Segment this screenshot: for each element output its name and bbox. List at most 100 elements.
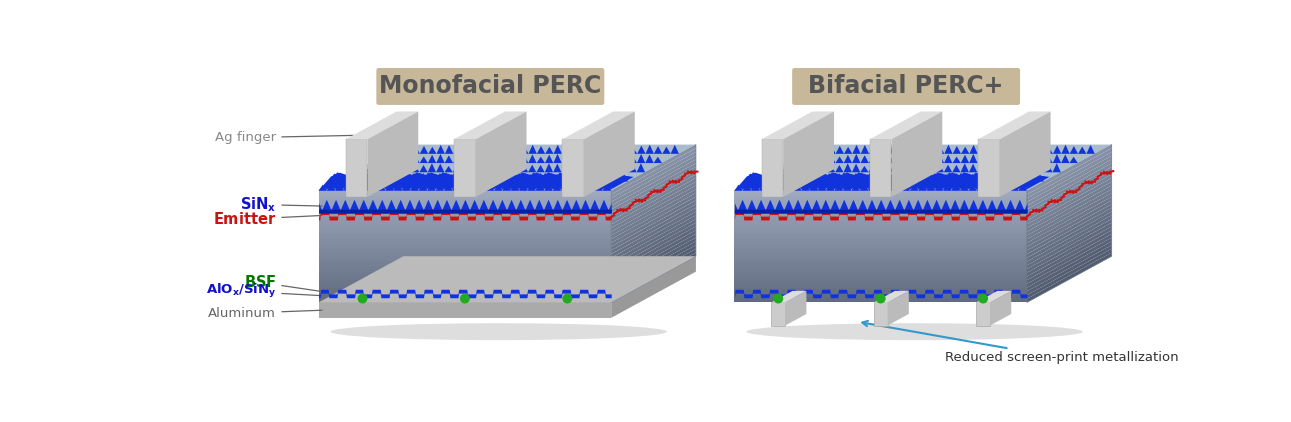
Polygon shape	[768, 165, 777, 172]
Polygon shape	[599, 173, 625, 191]
Polygon shape	[771, 291, 807, 303]
Polygon shape	[751, 173, 759, 181]
Bar	[319, 265, 611, 269]
Polygon shape	[877, 173, 886, 181]
Bar	[319, 229, 611, 233]
Polygon shape	[537, 146, 545, 154]
Bar	[735, 299, 1028, 303]
Polygon shape	[436, 174, 444, 181]
Polygon shape	[395, 174, 420, 191]
Bar	[735, 224, 1028, 227]
Polygon shape	[377, 172, 403, 191]
Polygon shape	[1011, 173, 1019, 181]
Polygon shape	[927, 156, 936, 163]
Polygon shape	[953, 146, 961, 154]
Polygon shape	[877, 163, 886, 172]
Polygon shape	[1028, 208, 1112, 258]
Polygon shape	[487, 147, 494, 154]
Polygon shape	[1028, 178, 1112, 228]
Polygon shape	[479, 146, 487, 154]
Polygon shape	[855, 175, 879, 191]
Bar	[735, 229, 1028, 233]
Polygon shape	[346, 111, 418, 139]
Bar	[319, 238, 611, 241]
Polygon shape	[520, 173, 546, 191]
Polygon shape	[869, 147, 878, 154]
Bar	[735, 246, 1028, 249]
Polygon shape	[790, 173, 816, 191]
Polygon shape	[968, 174, 977, 181]
Polygon shape	[1035, 166, 1044, 172]
Polygon shape	[904, 175, 930, 191]
Polygon shape	[485, 172, 494, 181]
Polygon shape	[968, 184, 977, 191]
Polygon shape	[394, 173, 403, 181]
Polygon shape	[453, 173, 479, 191]
Polygon shape	[1019, 163, 1028, 172]
Polygon shape	[386, 155, 395, 163]
Bar	[319, 249, 611, 252]
Polygon shape	[536, 172, 560, 191]
Polygon shape	[471, 173, 496, 191]
FancyBboxPatch shape	[793, 68, 1020, 105]
Polygon shape	[844, 155, 852, 163]
Bar	[319, 221, 611, 224]
Polygon shape	[470, 165, 478, 172]
Polygon shape	[1020, 154, 1028, 163]
Polygon shape	[611, 178, 696, 228]
Polygon shape	[336, 173, 343, 181]
Polygon shape	[1003, 154, 1011, 163]
Polygon shape	[951, 181, 961, 191]
Polygon shape	[611, 230, 696, 280]
Polygon shape	[586, 175, 595, 181]
Bar	[735, 238, 1028, 241]
Polygon shape	[777, 165, 785, 172]
Polygon shape	[933, 174, 959, 191]
Polygon shape	[1028, 152, 1112, 202]
Polygon shape	[562, 166, 569, 172]
Polygon shape	[377, 184, 386, 191]
Polygon shape	[1028, 145, 1037, 154]
Polygon shape	[343, 183, 352, 191]
Polygon shape	[571, 147, 578, 154]
Text: Bifacial PERC+: Bifacial PERC+	[808, 74, 1004, 98]
Polygon shape	[886, 176, 893, 181]
Polygon shape	[321, 174, 347, 191]
Polygon shape	[980, 173, 1006, 191]
Bar	[735, 235, 1028, 238]
Polygon shape	[611, 186, 696, 235]
Polygon shape	[835, 173, 843, 181]
Polygon shape	[603, 163, 612, 172]
Polygon shape	[479, 173, 505, 191]
Polygon shape	[573, 173, 599, 191]
Polygon shape	[1028, 197, 1112, 246]
Polygon shape	[875, 173, 900, 191]
Polygon shape	[1002, 165, 1011, 172]
Bar	[319, 212, 611, 216]
Polygon shape	[902, 163, 910, 172]
Polygon shape	[961, 155, 970, 163]
Polygon shape	[1035, 174, 1044, 181]
Polygon shape	[977, 155, 986, 163]
Polygon shape	[986, 147, 994, 154]
Polygon shape	[999, 111, 1051, 197]
Polygon shape	[811, 174, 835, 191]
Polygon shape	[834, 173, 860, 191]
Polygon shape	[518, 174, 544, 191]
Polygon shape	[735, 145, 1112, 191]
Polygon shape	[1003, 172, 1029, 191]
Polygon shape	[578, 163, 586, 172]
Bar	[735, 271, 1028, 275]
Polygon shape	[976, 291, 1011, 303]
Polygon shape	[1061, 154, 1069, 163]
Polygon shape	[788, 176, 812, 191]
Polygon shape	[620, 155, 629, 163]
Polygon shape	[569, 182, 578, 191]
Polygon shape	[461, 154, 470, 163]
Bar	[735, 276, 1028, 280]
Polygon shape	[977, 172, 1003, 191]
Polygon shape	[386, 166, 394, 172]
Polygon shape	[860, 182, 868, 191]
Polygon shape	[961, 147, 970, 154]
Bar	[735, 215, 1028, 219]
